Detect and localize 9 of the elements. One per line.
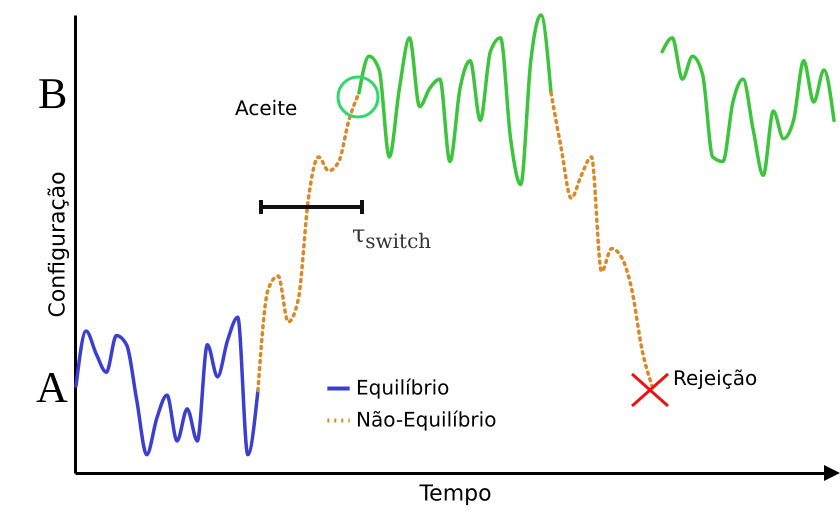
text: A xyxy=(36,362,68,413)
x-axis-title: Tempo xyxy=(418,482,492,506)
y-axis-title: Configuração xyxy=(46,171,70,318)
legend-label: Equilíbrio xyxy=(356,376,450,400)
annotation: Aceite xyxy=(235,96,298,120)
text: B xyxy=(38,68,68,119)
annotation: Rejeição xyxy=(673,366,758,390)
annotation: τ$_{switch}$ xyxy=(352,220,432,253)
legend-label: Não-Equilíbrio xyxy=(356,408,496,432)
